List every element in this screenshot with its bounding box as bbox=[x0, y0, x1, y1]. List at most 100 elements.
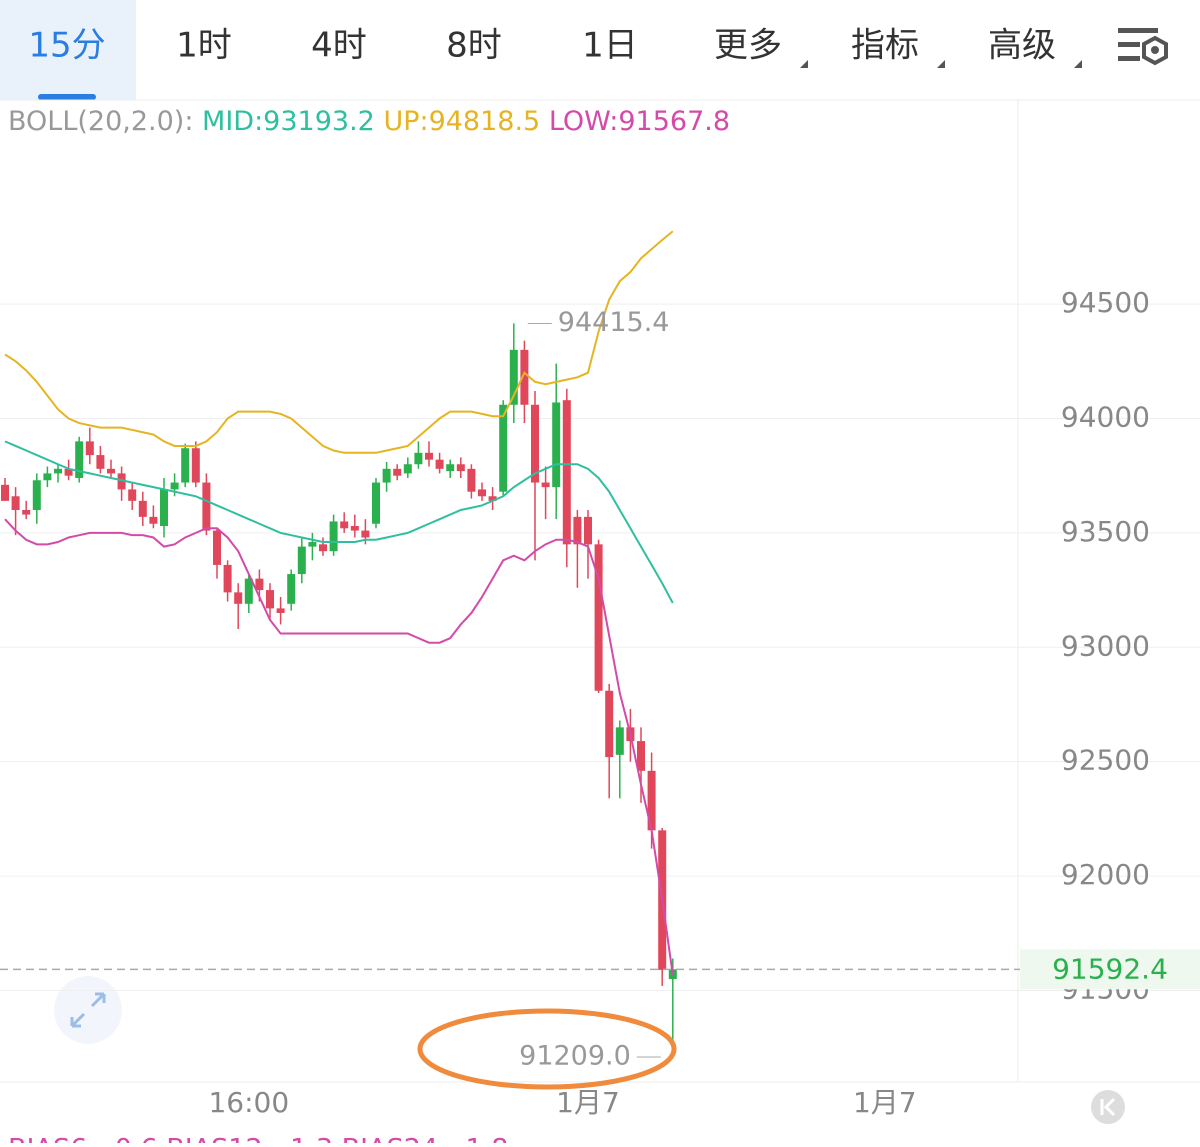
y-tick-label: 94500 bbox=[1061, 286, 1150, 319]
candle-body bbox=[85, 441, 94, 456]
dropdown-caret bbox=[937, 60, 945, 68]
annotation: 94415.4 bbox=[558, 307, 670, 338]
candle-body bbox=[414, 452, 423, 465]
tab[interactable]: 8时 bbox=[446, 26, 502, 66]
candle-body bbox=[202, 482, 211, 531]
boll-line bbox=[4, 518, 674, 976]
boll-line bbox=[4, 230, 674, 454]
settings-icon[interactable] bbox=[1118, 28, 1168, 66]
tab-underline bbox=[38, 94, 96, 100]
tab-selected-bg bbox=[0, 0, 136, 100]
candle-body bbox=[117, 473, 126, 490]
y-tick-label: 92500 bbox=[1061, 744, 1150, 777]
candle-body bbox=[244, 578, 253, 604]
candle-body bbox=[594, 544, 603, 691]
candle-body bbox=[54, 468, 62, 474]
candle-body bbox=[32, 480, 41, 511]
candle-body bbox=[43, 473, 52, 481]
annotation: 91209.0 bbox=[519, 1041, 631, 1072]
dropdown-caret bbox=[800, 60, 808, 68]
candle-body bbox=[467, 468, 476, 492]
candle-body bbox=[266, 590, 274, 609]
candle-body bbox=[350, 526, 359, 531]
candle-body bbox=[584, 516, 592, 545]
candle-body bbox=[11, 496, 20, 511]
candle-body bbox=[191, 448, 200, 483]
candle-body bbox=[181, 448, 190, 483]
last-price-box bbox=[1020, 949, 1200, 990]
candle-body bbox=[128, 489, 137, 501]
candle-body bbox=[170, 482, 179, 490]
indicator-text: BIAS6: -0.6 BIAS12: -1.3 BIAS24: -1.8 bbox=[8, 1134, 508, 1144]
candle-body bbox=[573, 516, 582, 545]
legend-entry: UP:94818.5 bbox=[383, 106, 540, 137]
candle-body bbox=[615, 727, 624, 755]
candle-body bbox=[372, 482, 380, 524]
x-tick-label: 1月7 bbox=[853, 1086, 917, 1119]
y-tick-label: 93000 bbox=[1061, 629, 1150, 662]
candle-body bbox=[488, 496, 497, 501]
candle-body bbox=[647, 770, 656, 831]
legend-entry: MID:93193.2 bbox=[202, 106, 375, 137]
candle-body bbox=[96, 455, 105, 469]
candle-body bbox=[446, 464, 455, 472]
candle-body bbox=[340, 521, 349, 529]
boll-line bbox=[4, 440, 674, 604]
last-price-label: 91592.4 bbox=[1052, 952, 1168, 985]
legend-entry: BOLL(20,2.0): bbox=[8, 106, 193, 137]
candle-body bbox=[393, 468, 402, 476]
x-tick-label: 16:00 bbox=[208, 1086, 289, 1119]
candle-body bbox=[562, 400, 571, 545]
candle-body bbox=[605, 690, 614, 758]
candle-body bbox=[213, 530, 221, 565]
candle-body bbox=[223, 564, 232, 593]
tab[interactable]: 高级 bbox=[988, 26, 1056, 66]
dropdown-caret bbox=[1074, 60, 1082, 68]
candle-body bbox=[403, 464, 412, 474]
candle-body bbox=[552, 402, 561, 488]
candle-body bbox=[297, 546, 306, 575]
expand-button[interactable] bbox=[54, 976, 122, 1044]
candle-body bbox=[541, 482, 550, 488]
candle-body bbox=[149, 516, 158, 524]
candle-body bbox=[64, 468, 73, 476]
candle-body bbox=[520, 349, 529, 405]
y-tick-label: 92000 bbox=[1061, 858, 1150, 891]
candle-body bbox=[308, 542, 317, 547]
y-tick-label: 93500 bbox=[1061, 515, 1150, 548]
scroll-end-button[interactable] bbox=[1091, 1090, 1125, 1124]
candle-body bbox=[382, 468, 391, 483]
candle-body bbox=[138, 500, 147, 517]
tab[interactable]: 指标 bbox=[851, 26, 919, 66]
candle-body bbox=[276, 608, 285, 613]
tab[interactable]: 更多 bbox=[714, 26, 782, 66]
legend: BOLL(20,2.0): MID:93193.2 UP:94818.5 LOW… bbox=[8, 106, 730, 137]
x-tick-label: 1月7 bbox=[556, 1086, 620, 1119]
candle-body bbox=[637, 741, 645, 771]
candle-body bbox=[160, 489, 168, 527]
tab[interactable]: 1日 bbox=[582, 26, 638, 66]
legend-entry: LOW:91567.8 bbox=[549, 106, 730, 137]
candle-body bbox=[22, 510, 31, 515]
candle-body bbox=[456, 464, 465, 472]
candle-body bbox=[435, 459, 444, 469]
candle-body bbox=[329, 521, 338, 552]
candle-body bbox=[361, 530, 370, 538]
y-tick-label: 94000 bbox=[1061, 400, 1150, 433]
tab[interactable]: 1时 bbox=[176, 26, 232, 66]
candle-body bbox=[75, 441, 84, 478]
candle-body bbox=[499, 404, 508, 492]
highlight-ellipse bbox=[417, 1008, 677, 1090]
candle-body bbox=[319, 544, 327, 552]
tab[interactable]: 15分 bbox=[28, 26, 105, 66]
tab[interactable]: 4时 bbox=[311, 26, 367, 66]
candle-body bbox=[107, 468, 115, 474]
candle-body bbox=[234, 592, 243, 604]
candle-body bbox=[425, 452, 433, 460]
candle-body bbox=[287, 574, 296, 604]
candle-body bbox=[531, 404, 539, 483]
candle-body bbox=[1, 484, 9, 501]
candle-body bbox=[509, 349, 518, 405]
candle-body bbox=[255, 578, 264, 591]
